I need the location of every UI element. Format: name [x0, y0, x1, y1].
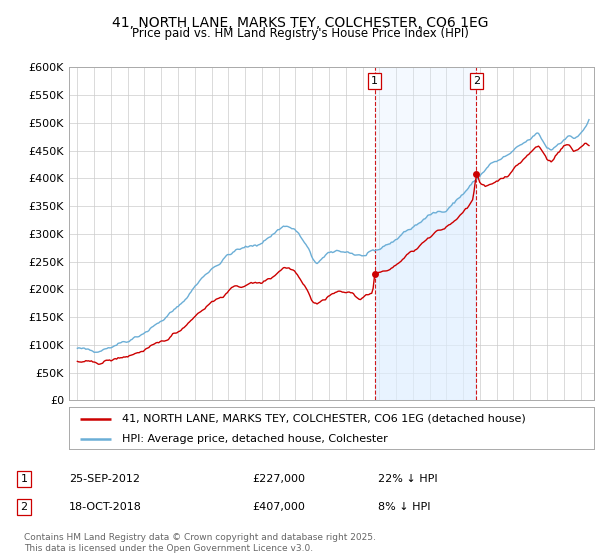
Text: 2: 2 — [473, 76, 480, 86]
Text: Contains HM Land Registry data © Crown copyright and database right 2025.
This d: Contains HM Land Registry data © Crown c… — [24, 533, 376, 553]
Text: 22% ↓ HPI: 22% ↓ HPI — [378, 474, 437, 484]
Text: 2: 2 — [20, 502, 28, 512]
Text: 8% ↓ HPI: 8% ↓ HPI — [378, 502, 431, 512]
Text: £227,000: £227,000 — [252, 474, 305, 484]
Text: 18-OCT-2018: 18-OCT-2018 — [69, 502, 142, 512]
Text: 41, NORTH LANE, MARKS TEY, COLCHESTER, CO6 1EG: 41, NORTH LANE, MARKS TEY, COLCHESTER, C… — [112, 16, 488, 30]
Text: Price paid vs. HM Land Registry's House Price Index (HPI): Price paid vs. HM Land Registry's House … — [131, 27, 469, 40]
Text: £407,000: £407,000 — [252, 502, 305, 512]
Text: 1: 1 — [371, 76, 378, 86]
Text: 25-SEP-2012: 25-SEP-2012 — [69, 474, 140, 484]
Text: 41, NORTH LANE, MARKS TEY, COLCHESTER, CO6 1EG (detached house): 41, NORTH LANE, MARKS TEY, COLCHESTER, C… — [121, 414, 525, 424]
Text: HPI: Average price, detached house, Colchester: HPI: Average price, detached house, Colc… — [121, 433, 387, 444]
Text: 1: 1 — [20, 474, 28, 484]
